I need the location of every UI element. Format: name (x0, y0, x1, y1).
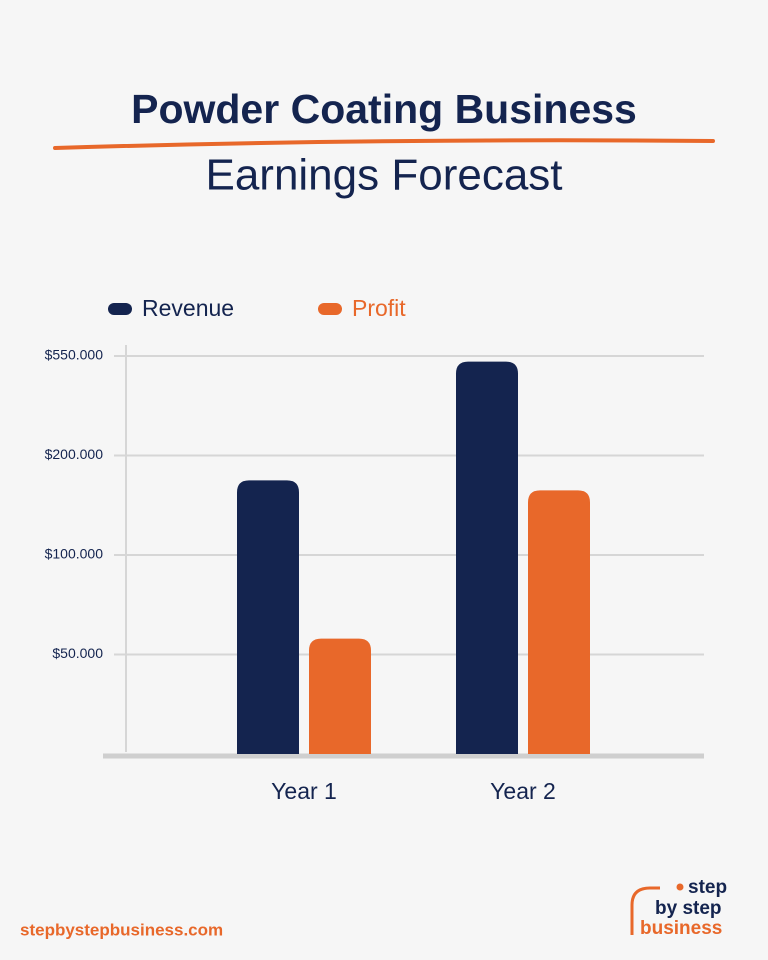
bar (456, 361, 518, 754)
bar (237, 480, 299, 754)
logo-text: by step (655, 898, 722, 919)
y-tick-label: $550.000 (45, 347, 104, 363)
footer-url: stepbystepbusiness.com (20, 920, 223, 939)
legend-swatch (318, 303, 342, 315)
logo-dot (676, 883, 684, 891)
legend-swatch (108, 303, 132, 315)
y-tick-label: $50.000 (52, 645, 103, 661)
legend-label: Revenue (142, 295, 234, 321)
logo-text: business (640, 918, 722, 939)
x-tick-label: Year 1 (271, 778, 337, 804)
chart-title: Powder Coating Business (131, 86, 637, 132)
logo-mark (630, 886, 660, 935)
chart-subtitle: Earnings Forecast (205, 151, 562, 200)
y-tick-label: $100.000 (45, 546, 104, 562)
bar (309, 638, 371, 754)
logo-text: step (688, 877, 727, 898)
logo: step by step business (630, 877, 727, 939)
bar (528, 490, 590, 754)
title-underline (53, 138, 715, 150)
legend-label: Profit (352, 295, 406, 321)
x-tick-label: Year 2 (490, 778, 556, 804)
y-tick-label: $200.000 (45, 446, 104, 462)
